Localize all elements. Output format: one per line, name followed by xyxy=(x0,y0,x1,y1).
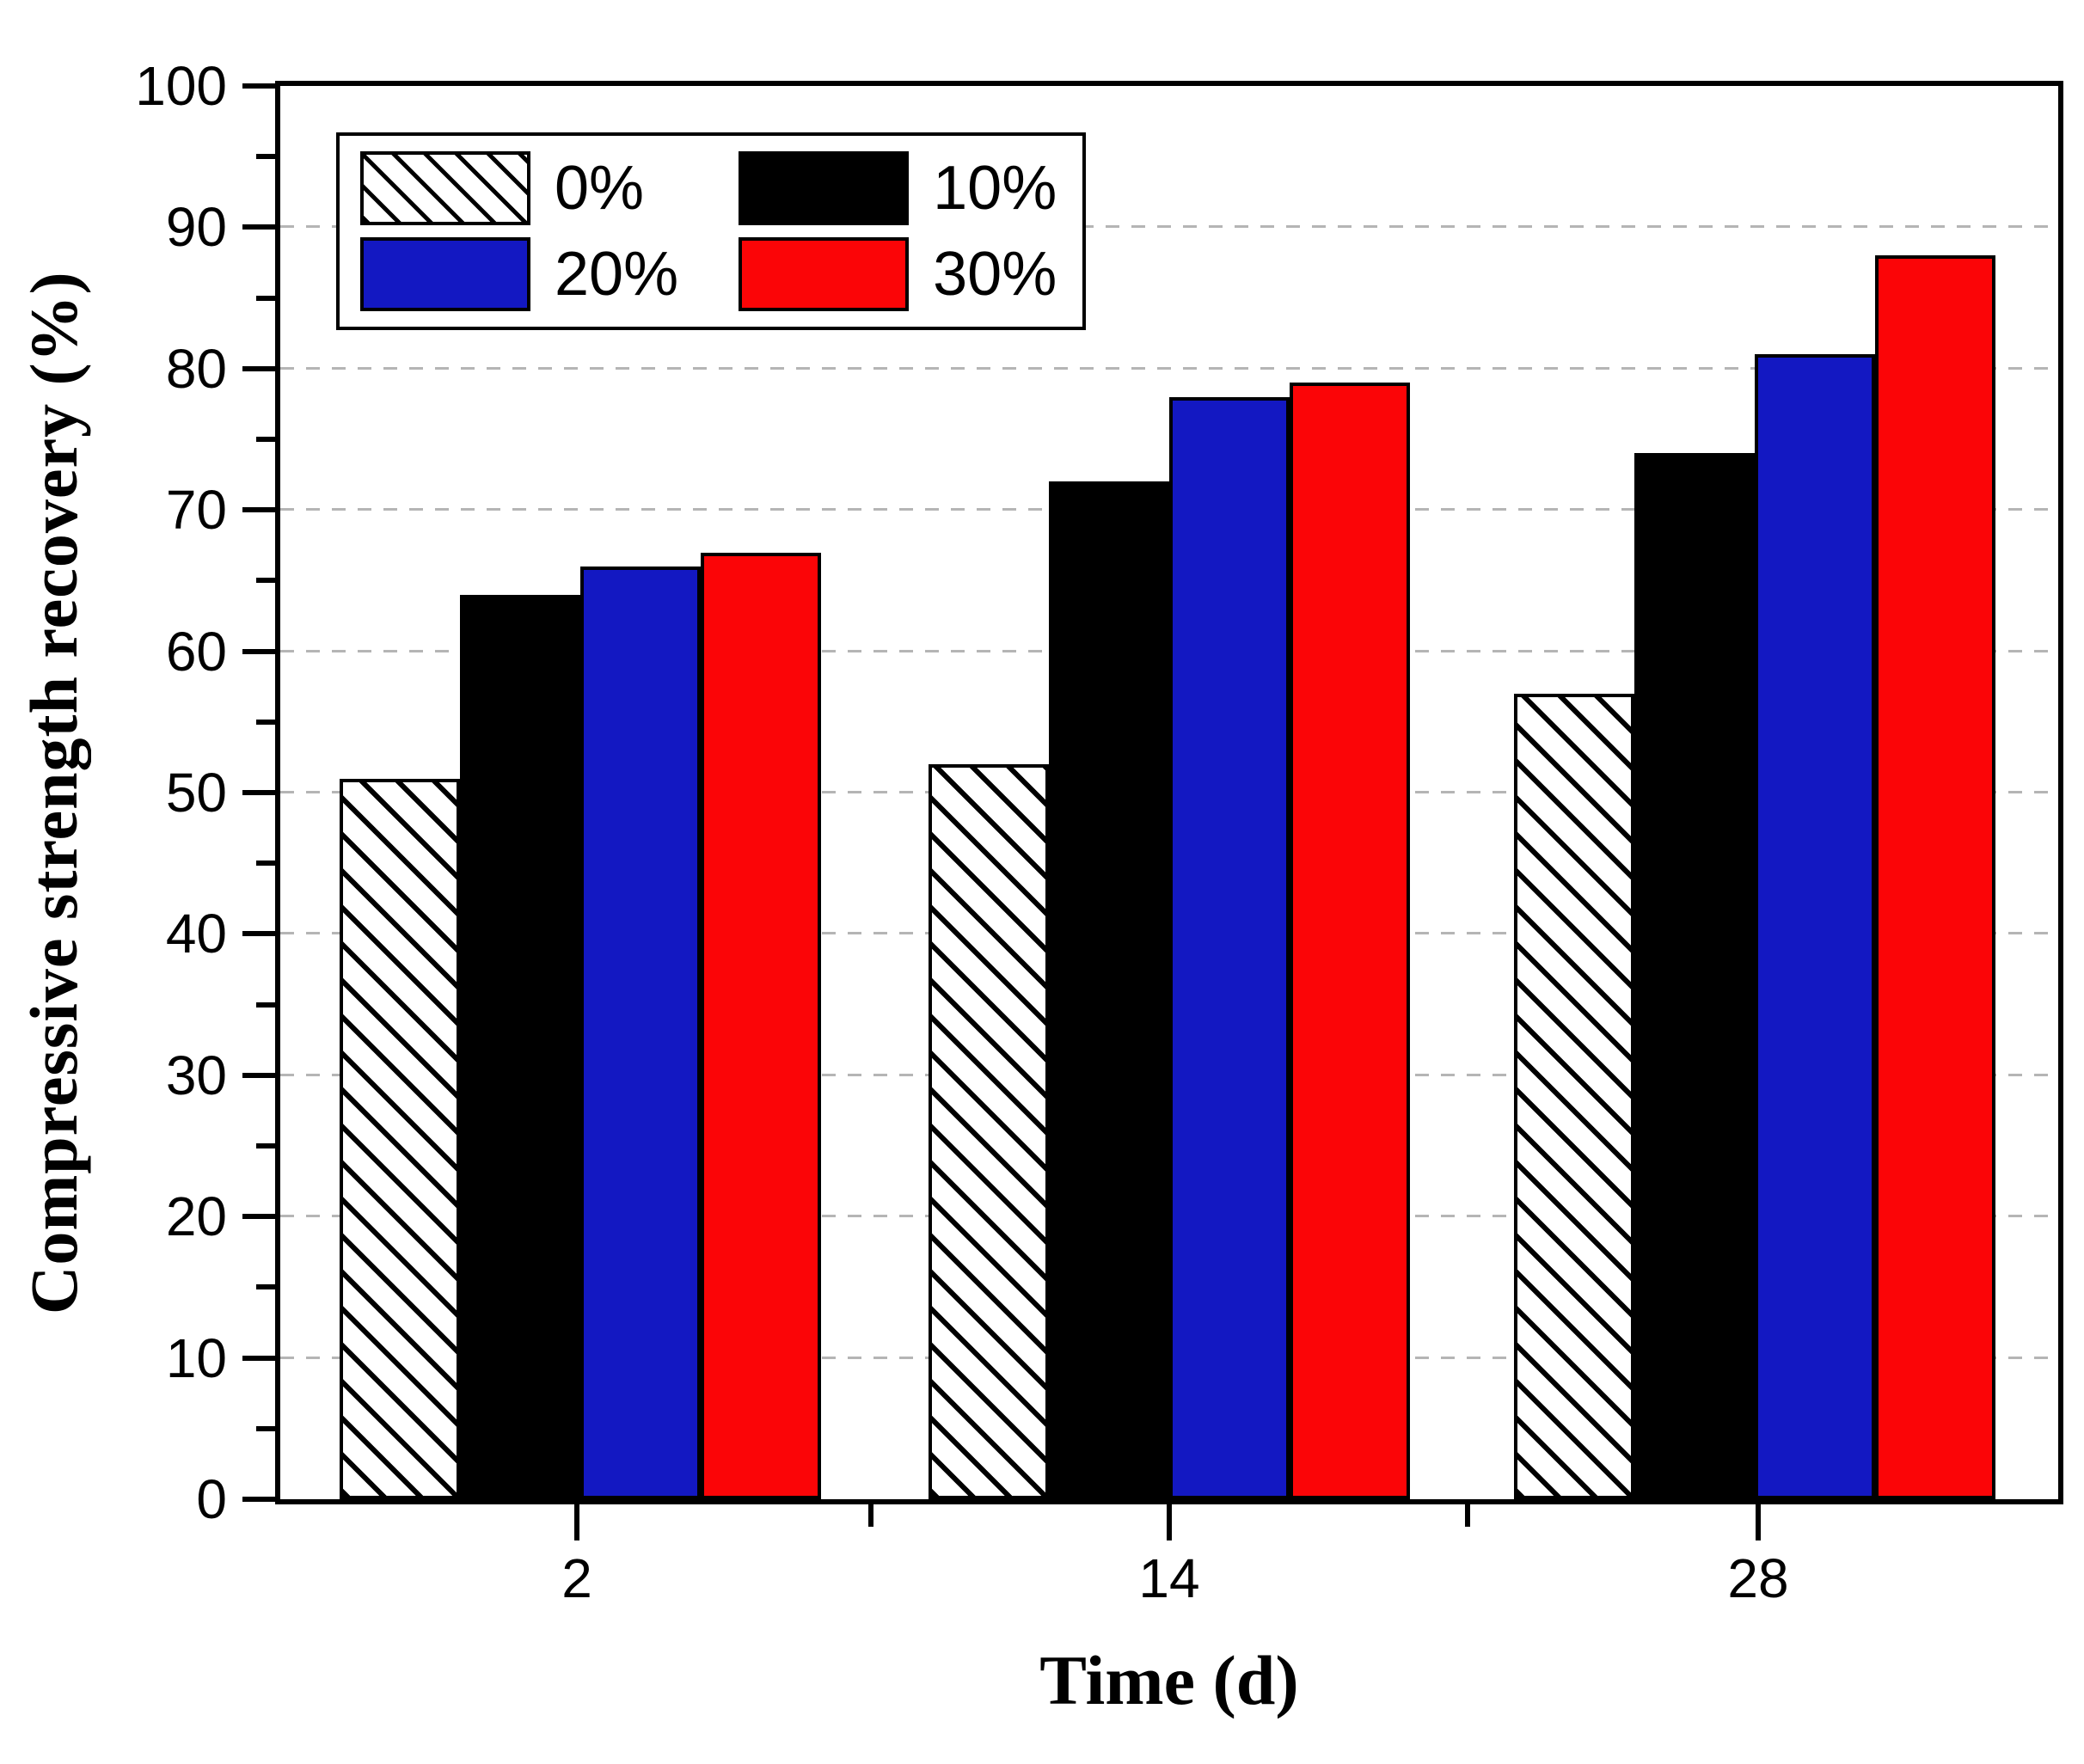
y-axis-minor-tick xyxy=(256,1425,275,1431)
bar-20%-day14 xyxy=(1169,396,1290,1499)
legend-item-20%: 20% xyxy=(360,237,678,311)
bar-20%-day2 xyxy=(580,566,702,1499)
y-axis-tick-label: 20 xyxy=(165,1185,227,1248)
y-axis-tick-label: 50 xyxy=(165,762,227,824)
legend-swatch-30% xyxy=(739,237,910,311)
y-axis-major-tick xyxy=(242,648,275,654)
y-axis-minor-tick xyxy=(256,154,275,160)
y-axis-tick-label: 80 xyxy=(165,337,227,400)
y-axis-major-tick xyxy=(242,1214,275,1220)
y-axis-minor-tick xyxy=(256,1143,275,1148)
legend-item-30%: 30% xyxy=(739,237,1057,311)
legend-label: 30% xyxy=(933,240,1057,309)
y-axis-minor-tick xyxy=(256,1284,275,1290)
y-axis-minor-tick xyxy=(256,295,275,301)
y-axis-major-tick xyxy=(242,224,275,230)
x-axis-tick-label: 28 xyxy=(1727,1547,1789,1609)
y-axis-tick-label: 90 xyxy=(165,196,227,259)
bar-20%-day28 xyxy=(1754,354,1875,1499)
y-axis-major-tick xyxy=(242,1355,275,1361)
y-axis-minor-tick xyxy=(256,861,275,867)
y-axis-major-tick xyxy=(242,1072,275,1078)
y-axis-tick-label: 10 xyxy=(165,1326,227,1389)
bar-0%-day28 xyxy=(1513,693,1634,1499)
y-axis-major-tick xyxy=(242,790,275,795)
x-axis-minor-tick xyxy=(1464,1504,1470,1527)
y-axis-tick-label: 60 xyxy=(165,620,227,683)
legend-label: 0% xyxy=(555,154,645,223)
y-axis-tick-label: 70 xyxy=(165,479,227,542)
x-axis-major-tick xyxy=(1167,1504,1172,1540)
y-axis-major-tick xyxy=(242,83,275,89)
x-axis-tick-label: 2 xyxy=(561,1547,592,1609)
legend-item-0%: 0% xyxy=(360,151,678,225)
legend-label: 20% xyxy=(555,240,679,309)
gridline-y-90 xyxy=(280,225,2058,229)
bar-0%-day14 xyxy=(929,764,1049,1499)
bar-10%-day2 xyxy=(460,594,581,1499)
legend: 0% 10% 20% 30% xyxy=(336,132,1087,330)
x-axis-major-tick xyxy=(1755,1504,1761,1540)
gridline-y-80 xyxy=(280,366,2058,370)
legend-swatch-0% xyxy=(360,151,530,225)
x-axis-major-tick xyxy=(574,1504,580,1540)
y-axis-title: Compressive strength recovery (%) xyxy=(16,271,91,1314)
legend-label: 10% xyxy=(933,154,1057,223)
bar-10%-day28 xyxy=(1633,453,1755,1499)
y-axis-tick-label: 40 xyxy=(165,903,227,965)
bar-10%-day14 xyxy=(1049,481,1169,1499)
y-axis-minor-tick xyxy=(256,437,275,442)
bar-30%-day28 xyxy=(1874,255,1995,1499)
y-axis-tick-label: 30 xyxy=(165,1044,227,1106)
y-axis-tick-label: 0 xyxy=(196,1468,227,1530)
x-axis-tick-label: 14 xyxy=(1138,1547,1200,1609)
plot-area: 0% 10% 20% 30% xyxy=(275,81,2063,1504)
bar-30%-day14 xyxy=(1290,383,1410,1499)
y-axis-major-tick xyxy=(242,507,275,513)
y-axis-minor-tick xyxy=(256,578,275,584)
legend-swatch-10% xyxy=(739,151,910,225)
y-axis-minor-tick xyxy=(256,1001,275,1008)
legend-item-10%: 10% xyxy=(739,151,1057,225)
bar-0%-day2 xyxy=(340,778,461,1499)
y-axis-major-tick xyxy=(242,365,275,371)
bar-30%-day2 xyxy=(701,552,822,1499)
y-axis-major-tick xyxy=(242,1497,275,1502)
x-axis-title: Time (d) xyxy=(1039,1641,1299,1719)
x-axis-minor-tick xyxy=(868,1504,874,1527)
legend-swatch-20% xyxy=(360,237,530,311)
y-axis-major-tick xyxy=(242,931,275,937)
y-axis-tick-label: 100 xyxy=(135,55,227,117)
y-axis-minor-tick xyxy=(256,719,275,725)
